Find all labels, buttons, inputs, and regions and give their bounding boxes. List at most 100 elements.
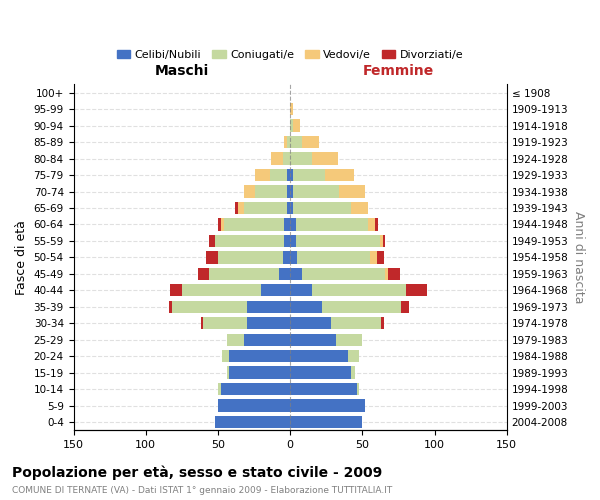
Bar — [218, 251, 283, 264]
Bar — [229, 366, 290, 379]
Bar — [337, 334, 362, 346]
Bar — [229, 350, 290, 362]
Y-axis label: Fasce di età: Fasce di età — [15, 220, 28, 295]
Bar — [218, 383, 221, 396]
Bar — [287, 169, 290, 181]
Bar — [172, 300, 247, 313]
Bar — [238, 202, 244, 214]
Bar — [290, 218, 296, 230]
Bar — [247, 300, 290, 313]
Bar — [261, 284, 290, 296]
Bar — [293, 120, 300, 132]
Bar — [290, 400, 365, 412]
Bar — [348, 350, 359, 362]
Bar — [244, 334, 290, 346]
Bar — [312, 284, 406, 296]
Bar — [227, 366, 229, 379]
Bar — [339, 186, 365, 198]
Bar — [227, 334, 244, 346]
Bar — [331, 317, 381, 330]
Bar — [256, 169, 270, 181]
Bar — [170, 284, 182, 296]
Text: Femmine: Femmine — [363, 64, 434, 78]
Bar — [290, 169, 293, 181]
Bar — [284, 218, 290, 230]
Bar — [370, 251, 377, 264]
Bar — [290, 284, 312, 296]
Bar — [322, 300, 401, 313]
Bar — [302, 268, 385, 280]
Bar — [401, 300, 409, 313]
Bar — [385, 268, 388, 280]
Bar — [209, 268, 278, 280]
Bar — [406, 284, 427, 296]
Bar — [235, 202, 238, 214]
Bar — [296, 234, 380, 247]
Bar — [221, 383, 290, 396]
Bar — [290, 317, 331, 330]
Bar — [182, 284, 261, 296]
Bar — [312, 152, 338, 165]
Bar — [356, 383, 359, 396]
Bar — [302, 136, 319, 148]
Bar — [293, 169, 325, 181]
Bar — [206, 251, 218, 264]
Bar — [215, 234, 284, 247]
Bar — [293, 202, 351, 214]
Bar — [284, 234, 290, 247]
Bar — [224, 218, 284, 230]
Bar — [290, 383, 356, 396]
Bar — [290, 103, 293, 116]
Bar — [290, 268, 302, 280]
Bar — [383, 234, 385, 247]
Bar — [247, 317, 290, 330]
Bar — [388, 268, 400, 280]
Bar — [290, 136, 302, 148]
Bar — [218, 218, 221, 230]
Bar — [271, 152, 283, 165]
Bar — [278, 268, 290, 280]
Bar — [351, 366, 355, 379]
Legend: Celibi/Nubili, Coniugati/e, Vedovi/e, Divorziati/e: Celibi/Nubili, Coniugati/e, Vedovi/e, Di… — [112, 45, 468, 64]
Bar — [376, 218, 378, 230]
Bar — [270, 169, 287, 181]
Bar — [221, 218, 224, 230]
Bar — [377, 251, 384, 264]
Bar — [290, 202, 293, 214]
Text: COMUNE DI TERNATE (VA) - Dati ISTAT 1° gennaio 2009 - Elaborazione TUTTITALIA.IT: COMUNE DI TERNATE (VA) - Dati ISTAT 1° g… — [12, 486, 392, 495]
Bar — [200, 317, 203, 330]
Bar — [218, 400, 290, 412]
Bar — [368, 218, 376, 230]
Bar — [169, 300, 172, 313]
Bar — [283, 251, 290, 264]
Bar — [290, 416, 362, 428]
Bar — [380, 234, 383, 247]
Bar — [209, 234, 215, 247]
Bar — [198, 268, 209, 280]
Bar — [287, 186, 290, 198]
Bar — [244, 186, 256, 198]
Bar — [290, 186, 293, 198]
Bar — [290, 334, 337, 346]
Bar — [290, 366, 351, 379]
Bar — [287, 202, 290, 214]
Bar — [296, 218, 368, 230]
Bar — [351, 202, 368, 214]
Bar — [290, 300, 322, 313]
Bar — [290, 251, 298, 264]
Y-axis label: Anni di nascita: Anni di nascita — [572, 211, 585, 304]
Bar — [287, 136, 290, 148]
Bar — [203, 317, 247, 330]
Bar — [381, 317, 384, 330]
Text: Popolazione per età, sesso e stato civile - 2009: Popolazione per età, sesso e stato civil… — [12, 466, 382, 480]
Text: Maschi: Maschi — [155, 64, 209, 78]
Bar — [283, 152, 290, 165]
Bar — [290, 234, 296, 247]
Bar — [298, 251, 370, 264]
Bar — [256, 186, 287, 198]
Bar — [290, 152, 312, 165]
Bar — [215, 416, 290, 428]
Bar — [290, 350, 348, 362]
Bar — [290, 120, 293, 132]
Bar — [222, 350, 229, 362]
